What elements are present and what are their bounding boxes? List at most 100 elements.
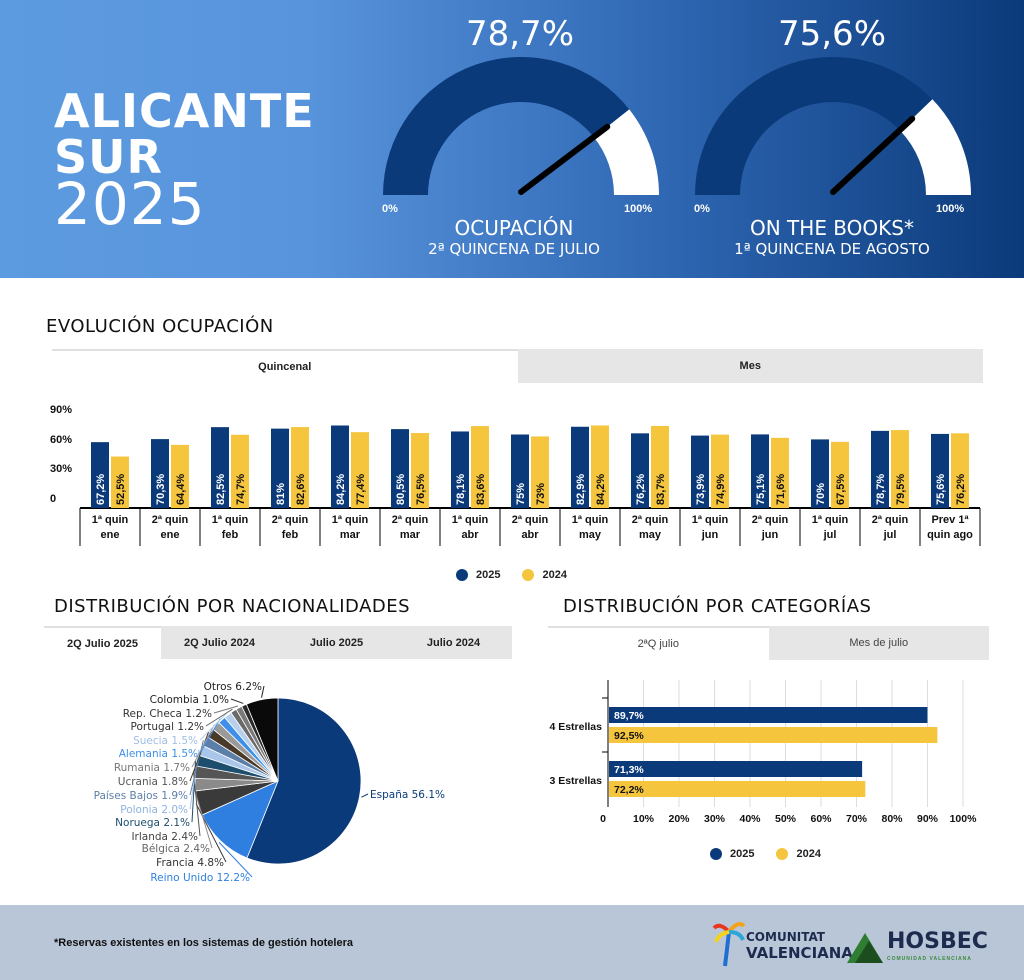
gauge-caption: ON THE BOOKS* [750,216,914,240]
y-tick-label: 60% [50,434,72,446]
bar-value-label: 76,5% [415,474,427,505]
bar-value-label: 80,5% [395,474,407,505]
y-tick-label: 0 [50,493,56,505]
evolucion-title: EVOLUCIÓN OCUPACIÓN [46,316,274,337]
bar-2025 [609,761,863,777]
tab-julio-2024[interactable]: Julio 2024 [426,636,481,649]
legend-label: 2024 [542,569,567,581]
bar-2025 [931,433,949,508]
bar-2024 [609,781,866,797]
bar-value-label: 75,1% [755,474,767,505]
x-category-label: jul [883,529,897,541]
tab-2q-julio[interactable]: 2ªQ julio [548,626,769,660]
legend-item-2024: 2024 [776,848,821,860]
pie-slice-label: Bélgica 2.4% [142,843,210,855]
gauge-subcaption: 2ª QUINCENA DE JULIO [428,240,600,258]
x-tick-label: 70% [846,813,868,825]
bar-value-label: 78,7% [875,474,887,505]
title-year: 2025 [54,170,206,238]
bar-value-label: 71,6% [775,474,787,505]
x-category-label: jun [761,529,779,541]
pie-leader-line [230,698,244,704]
bar-2025 [571,426,589,508]
bar-value-label: 82,6% [295,474,307,505]
categorias-legend: 2025 2024 [710,848,843,860]
gauge-dial [695,56,971,195]
bar-2024 [231,434,249,508]
pie-slice-label: Suecia 1.5% [133,735,198,747]
gauge-caption: OCUPACIÓN [454,216,574,240]
tab-quincenal[interactable]: Quincenal [52,349,518,383]
pie-slice-label: Colombia 1.0% [150,694,229,706]
pie-leader-line [195,803,227,863]
bar-value-label: 74,7% [235,474,247,505]
bar-2024 [591,425,609,508]
x-category-label: ene [161,529,180,541]
x-category-label: abr [461,529,479,541]
x-category-label: 1ª quin [332,514,369,526]
gauge-empty-arc [899,99,971,195]
hosbec-logo: HOSBEC COMUNIDAD VALENCIANA [845,925,990,970]
tab-2q-julio-2024[interactable]: 2Q Julio 2024 [184,636,255,649]
pie-leader-line [199,712,227,741]
x-tick-label: 90% [917,813,939,825]
pie-slice-label: Rep. Checa 1.2% [123,708,212,720]
pie-leader-line [261,685,265,698]
bar-2024 [771,437,789,508]
gauge-subcaption: 1ª QUINCENA DE AGOSTO [734,240,930,258]
nacionalidades-pie-chart: España 56.1% Reino Unido 12.2% Francia 4.8… [94,681,445,884]
bar-value-label: 74,9% [715,474,727,505]
x-category-label: mar [400,529,421,541]
tab-mes[interactable]: Mes [739,360,761,372]
pie-slice-label: Ucrania 1.8% [118,776,188,788]
gauge-ocupacion: 78,7% 0% 100% OCUPACIÓN 2ª QUINCENA DE J… [376,0,666,278]
logo-subtext: COMUNIDAD VALENCIANA [887,956,972,962]
x-category-label: Prev 1ª [931,514,969,526]
pie-slice-label: Rumania 1.7% [114,762,190,774]
pie-slice [246,697,362,865]
x-category-label: jul [823,529,837,541]
bar-value-label: 75% [515,483,527,505]
pie-leader-line [205,708,233,727]
legend-dot [776,848,789,860]
tab-mes-de-julio[interactable]: Mes de julio [849,637,909,649]
bar-value-label: 70,3% [155,474,167,505]
bar-value-label: 83,6% [475,474,487,505]
bar-value-label: 92,5% [614,730,644,742]
pie-slice-label: Noruega 2.1% [115,817,190,829]
gauge-on-the-books: 75,6% 0% 100% ON THE BOOKS* 1ª QUINCENA … [688,0,978,278]
legend-item-2025: 2025 [456,569,500,581]
pie-slice-label: Polonia 2.0% [120,804,188,816]
bar-value-label: 78,1% [455,474,467,505]
tab-2q-julio-2025[interactable]: 2Q Julio 2025 [44,626,161,659]
legend-label: 2025 [476,569,501,581]
x-tick-label: 60% [810,813,832,825]
bar-2025 [91,442,109,508]
bar-2024 [291,427,309,508]
bar-2024 [111,456,129,508]
x-tick-label: 50% [775,813,797,825]
legend-item-2025: 2025 [710,848,754,860]
bar-2025 [511,434,529,508]
x-category-label: 1ª quin [572,514,609,526]
x-category-label: 1ª quin [452,514,489,526]
x-tick-label: 100% [950,813,978,825]
x-category-label: 2ª quin [752,514,789,526]
bar-value-label: 76,2% [955,474,967,505]
pie-slice-label: Países Bajos 1.9% [94,790,188,802]
title-line-2: SUR [54,130,163,184]
tab-julio-2025[interactable]: Julio 2025 [309,636,364,649]
x-category-label: feb [282,529,299,541]
x-category-label: 1ª quin [212,514,249,526]
bar-2024 [171,444,189,508]
pie-slice-label: Francia 4.8% [156,857,224,869]
bar-2024 [531,436,549,508]
bar-value-label: 81% [275,483,287,505]
bar-2025 [151,439,169,508]
gauge-dial [383,56,659,195]
x-category-label: 1ª quin [692,514,729,526]
legend-dot [456,569,468,581]
categorias-tabbar: 2ªQ julio Mes de julio [548,626,989,660]
y-category-label: 4 Estrellas [549,721,602,733]
legend-label: 2024 [796,848,821,860]
